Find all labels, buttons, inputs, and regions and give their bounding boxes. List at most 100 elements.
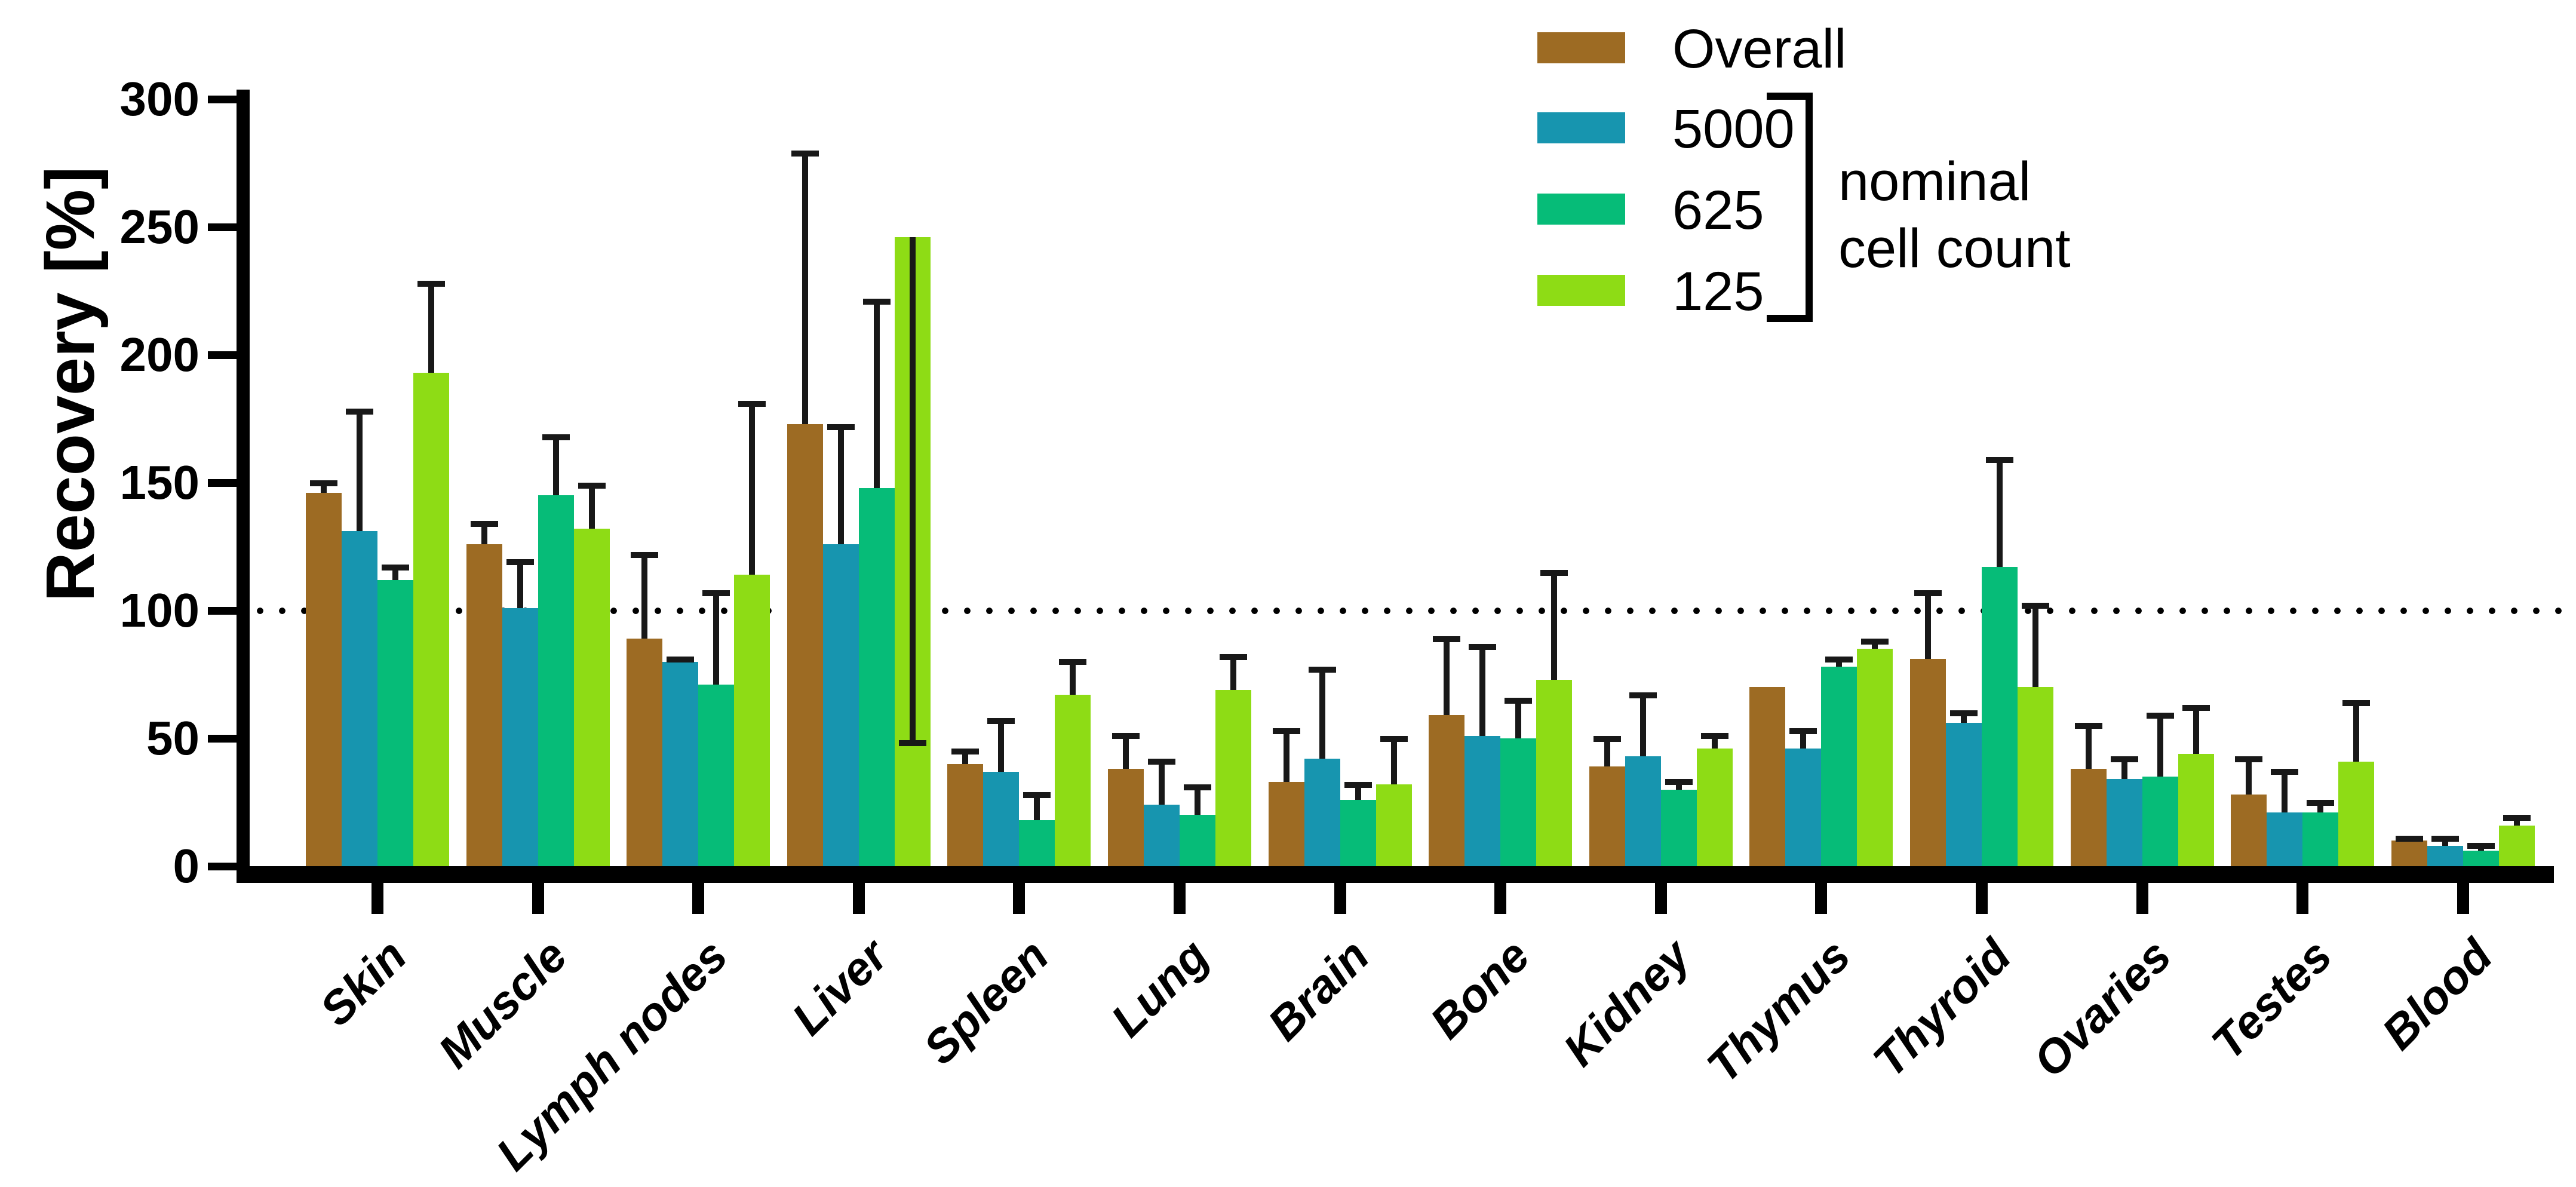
errorbar-cap-625-brain xyxy=(1344,781,1372,788)
errorbar-5000-ovaries xyxy=(2121,756,2127,780)
bar-125-lymph-nodes xyxy=(734,575,770,866)
errorbar-cap-125-thyroid xyxy=(2022,603,2049,609)
bar-overall-thyroid xyxy=(1910,659,1946,866)
bar-5000-lymph-nodes xyxy=(662,661,699,866)
errorbar-125-brain xyxy=(1390,735,1397,785)
bar-625-skin xyxy=(377,579,413,866)
y-tick-200 xyxy=(208,351,238,359)
legend-bracket-label-line2: cell count xyxy=(1838,218,2071,279)
x-tick-ovaries xyxy=(2136,883,2148,914)
errorbar-125-lymph-nodes xyxy=(749,401,756,575)
errorbar-cap-5000-blood xyxy=(2431,835,2459,842)
bar-625-liver xyxy=(858,487,895,866)
x-tick-thyroid xyxy=(1976,883,1988,914)
errorbar-overall-testes xyxy=(2246,756,2252,795)
y-tick-0 xyxy=(208,863,238,870)
bar-overall-lymph-nodes xyxy=(627,639,663,866)
bar-125-brain xyxy=(1375,784,1412,866)
x-category-label-liver: Liver xyxy=(782,929,898,1045)
bar-625-kidney xyxy=(1660,789,1697,866)
errorbar-cap-overall-lymph-nodes xyxy=(631,551,659,558)
errorbar-625-lymph-nodes xyxy=(713,590,720,685)
y-tick-250 xyxy=(208,223,238,231)
y-tick-150 xyxy=(208,479,238,487)
legend-swatch-625 xyxy=(1537,194,1625,225)
errorbar-overall-kidney xyxy=(1604,735,1610,767)
errorbar-cap-5000-testes xyxy=(2271,769,2299,775)
errorbar-cap-5000-spleen xyxy=(987,717,1015,724)
errorbar-cap-125-blood xyxy=(2503,815,2531,821)
errorbar-cap-125-skin xyxy=(417,280,445,287)
bar-625-testes xyxy=(2302,812,2339,866)
errorbar-cap-5000-liver xyxy=(827,424,855,430)
x-category-label-muscle: Muscle xyxy=(428,929,578,1078)
x-tick-bone xyxy=(1494,883,1507,914)
x-category-label-thymus: Thymus xyxy=(1697,929,1860,1093)
errorbar-overall-lymph-nodes xyxy=(641,551,648,639)
errorbar-5000-muscle xyxy=(517,559,523,608)
x-category-label-thyroid: Thyroid xyxy=(1862,929,2021,1087)
errorbar-5000-lung xyxy=(1159,759,1165,805)
x-tick-lymph-nodes xyxy=(692,883,705,914)
bar-5000-muscle xyxy=(502,608,538,866)
errorbar-625-liver xyxy=(873,298,880,488)
errorbar-125-thyroid xyxy=(2032,603,2038,688)
x-tick-thymus xyxy=(1815,883,1828,914)
legend-label-125: 125 xyxy=(1672,261,1764,322)
y-tick-label-0: 0 xyxy=(173,839,200,892)
bar-125-thyroid xyxy=(2018,687,2053,866)
errorbar-5000-liver xyxy=(837,424,844,544)
errorbar-cap-5000-skin xyxy=(346,408,373,415)
bar-625-muscle xyxy=(538,495,574,866)
x-tick-skin xyxy=(371,883,383,914)
bar-125-kidney xyxy=(1696,749,1733,866)
bar-5000-blood xyxy=(2427,845,2463,866)
errorbar-cap-overall-blood xyxy=(2395,835,2423,842)
x-tick-spleen xyxy=(1013,883,1026,914)
bar-overall-testes xyxy=(2231,795,2267,866)
errorbar-cap-5000-lung xyxy=(1148,759,1175,765)
errorbar-cap-125-testes xyxy=(2342,700,2371,706)
bar-overall-lung xyxy=(1108,769,1144,866)
errorbar-cap-625-thymus xyxy=(1825,657,1853,663)
errorbar-cap-125-lung xyxy=(1220,654,1247,660)
errorbar-125-kidney xyxy=(1711,733,1718,749)
errorbar-625-muscle xyxy=(552,434,559,496)
bar-overall-brain xyxy=(1268,781,1304,866)
bar-125-blood xyxy=(2498,825,2535,866)
errorbar-5000-spleen xyxy=(998,717,1005,772)
errorbar-cap-5000-bone xyxy=(1469,643,1497,650)
errorbar-cap-overall-ovaries xyxy=(2074,723,2102,729)
errorbar-cap-overall-lung xyxy=(1112,733,1140,740)
errorbar-5000-bone xyxy=(1479,643,1486,736)
errorbar-5000-skin xyxy=(357,408,363,532)
errorbar-overall-lung xyxy=(1123,733,1129,769)
y-tick-300 xyxy=(208,96,238,103)
y-tick-label-300: 300 xyxy=(119,72,199,125)
x-category-label-kidney: Kidney xyxy=(1553,929,1700,1076)
bar-625-brain xyxy=(1340,799,1376,866)
errorbar-5000-thyroid xyxy=(1961,710,1967,723)
errorbar-cap-overall-skin xyxy=(310,480,337,486)
errorbar-625-thyroid xyxy=(1997,457,2003,568)
errorbar-125-muscle xyxy=(588,483,595,529)
errorbar-cap-625-bone xyxy=(1505,697,1533,704)
legend-label-5000: 5000 xyxy=(1672,99,1795,160)
x-tick-muscle xyxy=(532,883,544,914)
bar-125-muscle xyxy=(573,529,610,866)
errorbar-125-bone xyxy=(1551,569,1558,680)
bar-125-skin xyxy=(413,372,449,866)
reference-line-100 xyxy=(257,608,2576,614)
legend-label-625: 625 xyxy=(1672,180,1764,241)
errorbar-cap-5000-thyroid xyxy=(1950,710,1978,716)
errorbar-cap-625-testes xyxy=(2307,799,2335,806)
errorbar-cap-125-muscle xyxy=(578,483,606,489)
errorbar-625-testes xyxy=(2317,799,2324,813)
errorbar-125-spleen xyxy=(1070,659,1076,695)
errorbar-overall-muscle xyxy=(481,521,487,544)
bar-5000-lung xyxy=(1144,805,1180,866)
errorbar-cap-overall-brain xyxy=(1272,728,1300,734)
errorbar-cap-5000-thymus xyxy=(1789,728,1817,734)
bar-625-spleen xyxy=(1019,820,1055,866)
errorbar-cap-125-brain xyxy=(1380,735,1408,742)
